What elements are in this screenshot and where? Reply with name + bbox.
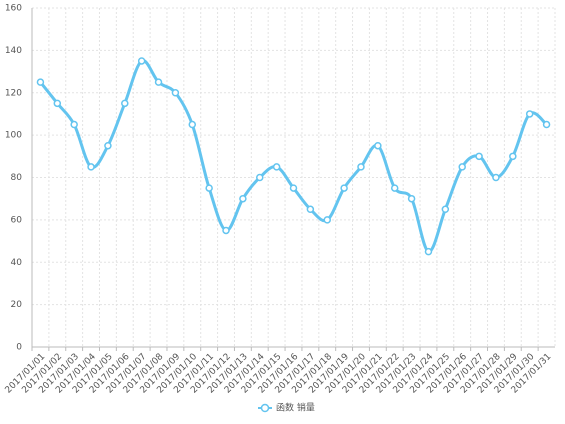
y-tick-label: 100 xyxy=(5,131,22,141)
y-tick-label: 80 xyxy=(11,173,23,183)
y-tick-label: 20 xyxy=(11,300,23,310)
point xyxy=(104,141,112,150)
point xyxy=(256,173,264,182)
legend-label: 函数 销量 xyxy=(276,402,315,414)
point xyxy=(525,110,534,118)
point xyxy=(154,78,163,86)
point xyxy=(137,57,146,65)
point xyxy=(424,247,433,256)
y-tick-label: 60 xyxy=(11,215,23,225)
point xyxy=(121,99,129,108)
point xyxy=(70,120,78,129)
point xyxy=(407,194,416,203)
point xyxy=(36,78,45,86)
y-tick-label: 40 xyxy=(11,258,23,268)
point xyxy=(475,152,483,161)
point xyxy=(53,99,62,108)
point xyxy=(357,163,365,171)
legend-marker xyxy=(260,403,270,413)
point xyxy=(222,226,230,235)
y-tick-label: 0 xyxy=(16,343,22,353)
point xyxy=(171,89,180,97)
point xyxy=(340,184,348,192)
point xyxy=(441,205,450,214)
point xyxy=(492,173,500,182)
point xyxy=(272,163,281,171)
y-tick-label: 140 xyxy=(5,46,22,56)
y-tick-label: 120 xyxy=(5,88,22,98)
y-tick-label: 160 xyxy=(5,4,22,14)
point xyxy=(542,120,551,129)
point xyxy=(306,205,315,214)
point xyxy=(509,152,517,161)
point xyxy=(390,184,399,192)
point xyxy=(188,120,197,129)
point xyxy=(205,184,213,192)
point xyxy=(239,194,247,203)
point xyxy=(323,216,331,224)
point xyxy=(87,163,95,171)
point xyxy=(458,163,466,171)
point xyxy=(289,184,298,192)
point xyxy=(374,141,382,150)
